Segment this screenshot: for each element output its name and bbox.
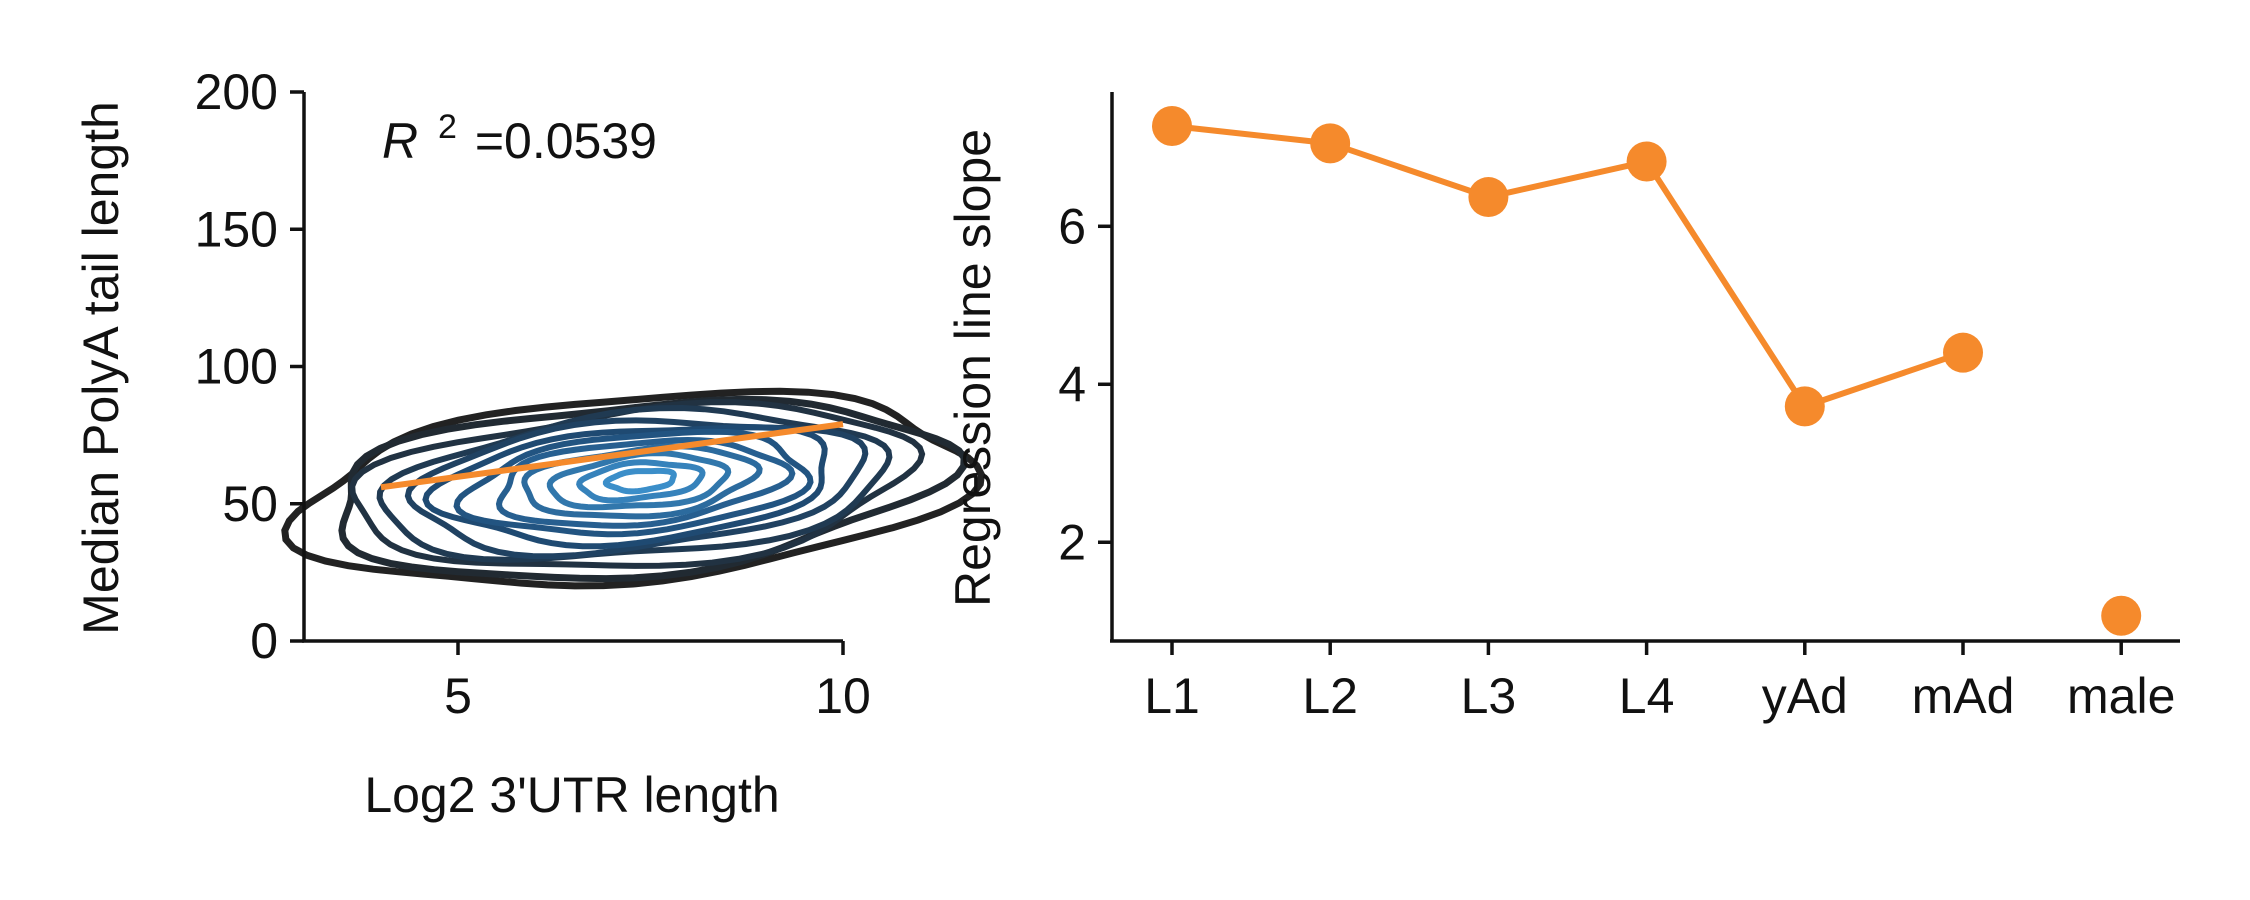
right-y-ticks: 2 4 6 xyxy=(1058,198,1112,570)
density-contour-level xyxy=(349,399,926,569)
left-x-tick-label: 5 xyxy=(444,668,472,724)
r-squared-annotation: R 2 =0.0539 xyxy=(382,93,657,169)
right-y-tick-label: 2 xyxy=(1058,514,1086,570)
right-x-tick-label: L3 xyxy=(1461,668,1517,724)
density-contour-level xyxy=(546,450,732,511)
left-y-tick-label: 200 xyxy=(195,64,278,120)
density-contour-level xyxy=(376,404,893,563)
left-x-ticks: 5 10 xyxy=(444,641,871,724)
right-x-tick-label: yAd xyxy=(1762,668,1848,724)
regression-line xyxy=(380,421,844,491)
left-y-tick-label: 150 xyxy=(195,201,278,257)
left-x-tick-label: 10 xyxy=(815,668,871,724)
slope-point xyxy=(1310,123,1351,164)
right-y-axis-title: Regression line slope xyxy=(945,129,1001,607)
left-y-tick-label: 100 xyxy=(195,339,278,395)
slope-line xyxy=(1171,122,1964,410)
right-x-tick-label: male xyxy=(2067,668,2175,724)
density-contour-level xyxy=(453,428,814,538)
right-x-tick-label: mAd xyxy=(1912,668,2015,724)
r-squared-value: =0.0539 xyxy=(475,113,657,169)
density-contours xyxy=(281,387,985,590)
slope-point xyxy=(1468,177,1509,218)
left-y-ticks: 0 50 100 150 200 xyxy=(195,64,304,669)
slope-point xyxy=(1152,105,1192,146)
slope-series xyxy=(1152,105,2142,636)
right-panel: 2 4 6 L1 L2 L3 L4 yAd mAd male Regression line s… xyxy=(945,92,2180,724)
slope-point xyxy=(2101,595,2142,636)
density-contour-level xyxy=(576,459,706,504)
density-contour-level xyxy=(521,443,763,520)
right-y-tick-label: 4 xyxy=(1058,356,1086,412)
right-x-tick-label: L4 xyxy=(1619,668,1675,724)
right-x-ticks: L1 L2 L3 L4 yAd mAd male xyxy=(1144,641,2175,724)
slope-point xyxy=(1943,332,1983,373)
left-x-axis-title: Log2 3'UTR length xyxy=(364,767,779,823)
r-squared-superscript: 2 xyxy=(438,108,457,146)
left-y-axis-title: Median PolyA tail length xyxy=(73,101,129,635)
slope-point xyxy=(1626,141,1667,182)
left-y-tick-label: 0 xyxy=(250,613,278,669)
left-y-tick-label: 50 xyxy=(222,476,278,532)
right-x-tick-label: L1 xyxy=(1144,668,1200,724)
density-contour-level xyxy=(281,387,985,590)
right-x-tick-label: L2 xyxy=(1302,668,1358,724)
density-contour-level xyxy=(422,424,828,550)
density-contour-level xyxy=(602,467,677,495)
slope-point xyxy=(1784,386,1825,427)
right-y-tick-label: 6 xyxy=(1058,198,1086,254)
left-panel: 0 50 100 150 200 5 10 R 2 =0.0539 Log2 3'UTR … xyxy=(73,64,985,823)
r-squared-symbol: R xyxy=(382,113,418,169)
